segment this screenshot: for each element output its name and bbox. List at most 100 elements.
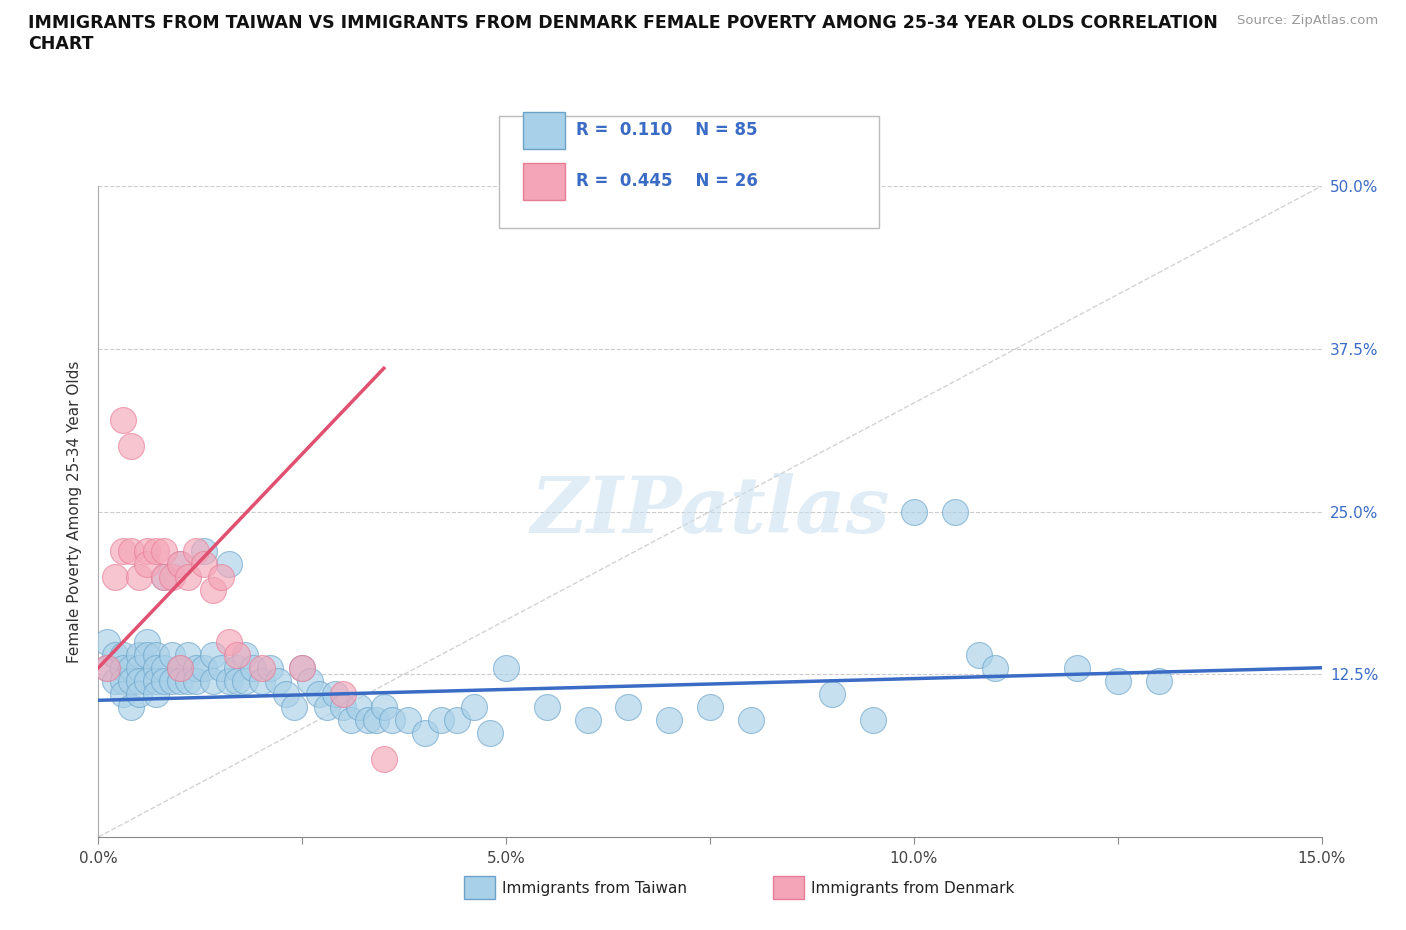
Point [463,699,485,714]
Point [364,712,387,727]
Point [120,543,142,558]
Point [120,660,142,675]
Point [381,712,404,727]
Point [478,725,501,740]
Point [136,556,159,571]
Point [145,673,167,688]
Point [658,712,681,727]
Point [104,673,127,688]
Point [111,413,134,428]
Point [984,660,1007,675]
Point [617,699,640,714]
Point [193,543,215,558]
Point [177,647,200,662]
Point [128,673,150,688]
Point [943,504,966,519]
Point [128,686,150,701]
Point [1147,673,1170,688]
Point [1107,673,1129,688]
Point [323,686,346,701]
Point [446,712,468,727]
Point [152,673,174,688]
Point [283,699,305,714]
Point [111,647,134,662]
Point [96,660,118,675]
Point [250,673,273,688]
Point [495,660,517,675]
Point [315,699,337,714]
Point [218,634,240,649]
Text: R =  0.445    N = 26: R = 0.445 N = 26 [576,172,758,191]
Point [152,543,174,558]
Point [356,712,378,727]
Point [209,569,232,584]
Point [209,660,232,675]
Point [233,673,256,688]
Point [332,699,354,714]
Point [821,686,844,701]
Point [291,660,314,675]
Point [152,569,174,584]
Point [160,569,183,584]
Point [430,712,453,727]
Text: Source: ZipAtlas.com: Source: ZipAtlas.com [1237,14,1378,27]
Point [111,543,134,558]
Point [186,660,208,675]
Point [136,647,159,662]
Point [226,673,249,688]
Point [169,673,191,688]
Point [136,673,159,688]
Point [186,543,208,558]
Y-axis label: Female Poverty Among 25-34 Year Olds: Female Poverty Among 25-34 Year Olds [67,360,83,663]
Point [373,751,395,766]
Text: ZIPatlas: ZIPatlas [530,473,890,550]
Point [111,660,134,675]
Point [193,556,215,571]
Point [96,660,118,675]
Point [308,686,330,701]
Point [169,556,191,571]
Point [160,647,183,662]
Point [136,543,159,558]
Point [536,699,558,714]
Point [120,439,142,454]
Point [193,660,215,675]
Point [862,712,884,727]
Point [152,660,174,675]
Point [218,556,240,571]
Point [128,647,150,662]
Point [128,660,150,675]
Point [96,634,118,649]
Point [120,673,142,688]
Point [169,556,191,571]
Point [903,504,925,519]
Point [291,660,314,675]
Point [111,686,134,701]
Point [967,647,990,662]
Text: IMMIGRANTS FROM TAIWAN VS IMMIGRANTS FROM DENMARK FEMALE POVERTY AMONG 25-34 YEA: IMMIGRANTS FROM TAIWAN VS IMMIGRANTS FRO… [28,14,1218,53]
Text: Immigrants from Denmark: Immigrants from Denmark [811,881,1015,896]
Point [201,582,224,597]
Point [145,660,167,675]
Point [152,569,174,584]
Point [104,647,127,662]
Point [396,712,419,727]
Point [226,647,249,662]
Point [218,673,240,688]
Point [340,712,363,727]
Text: R =  0.110    N = 85: R = 0.110 N = 85 [576,121,758,140]
Point [160,673,183,688]
Point [576,712,599,727]
Point [111,673,134,688]
Point [145,543,167,558]
Point [104,569,127,584]
Point [699,699,721,714]
Point [413,725,436,740]
Point [740,712,762,727]
Point [299,673,322,688]
Text: Immigrants from Taiwan: Immigrants from Taiwan [502,881,688,896]
Point [233,647,256,662]
Point [120,699,142,714]
Point [177,569,200,584]
Point [145,686,167,701]
